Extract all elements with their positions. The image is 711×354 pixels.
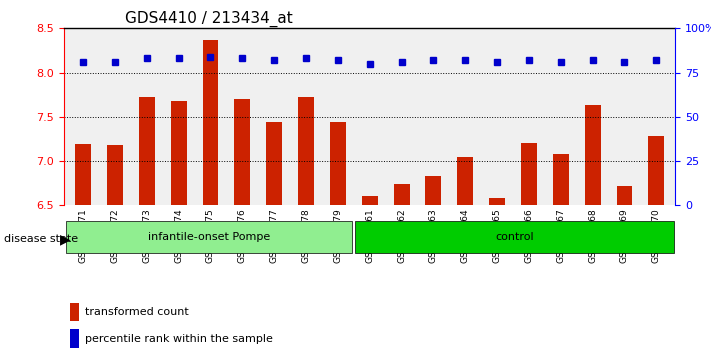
Bar	[107, 145, 123, 205]
Bar	[330, 122, 346, 205]
Bar	[521, 143, 537, 205]
Bar	[616, 186, 633, 205]
Bar	[70, 329, 79, 348]
Bar	[394, 184, 410, 205]
Text: ▶: ▶	[60, 232, 71, 246]
Text: infantile-onset Pompe: infantile-onset Pompe	[148, 232, 270, 242]
Bar	[203, 40, 218, 205]
Bar	[139, 97, 155, 205]
Bar	[298, 97, 314, 205]
Text: control: control	[496, 232, 534, 242]
FancyBboxPatch shape	[356, 221, 674, 253]
Bar	[648, 136, 664, 205]
Text: transformed count: transformed count	[85, 307, 189, 317]
Bar	[362, 195, 378, 205]
Bar	[266, 122, 282, 205]
Bar	[235, 99, 250, 205]
FancyBboxPatch shape	[65, 221, 352, 253]
Text: disease state: disease state	[4, 234, 77, 244]
Text: GDS4410 / 213434_at: GDS4410 / 213434_at	[125, 11, 293, 27]
Bar	[425, 176, 442, 205]
Bar	[70, 303, 79, 321]
Bar	[171, 101, 186, 205]
Bar	[489, 198, 505, 205]
Bar	[75, 144, 91, 205]
Text: percentile rank within the sample: percentile rank within the sample	[85, 334, 273, 344]
Bar	[584, 105, 601, 205]
Bar	[553, 154, 569, 205]
Bar	[457, 157, 474, 205]
